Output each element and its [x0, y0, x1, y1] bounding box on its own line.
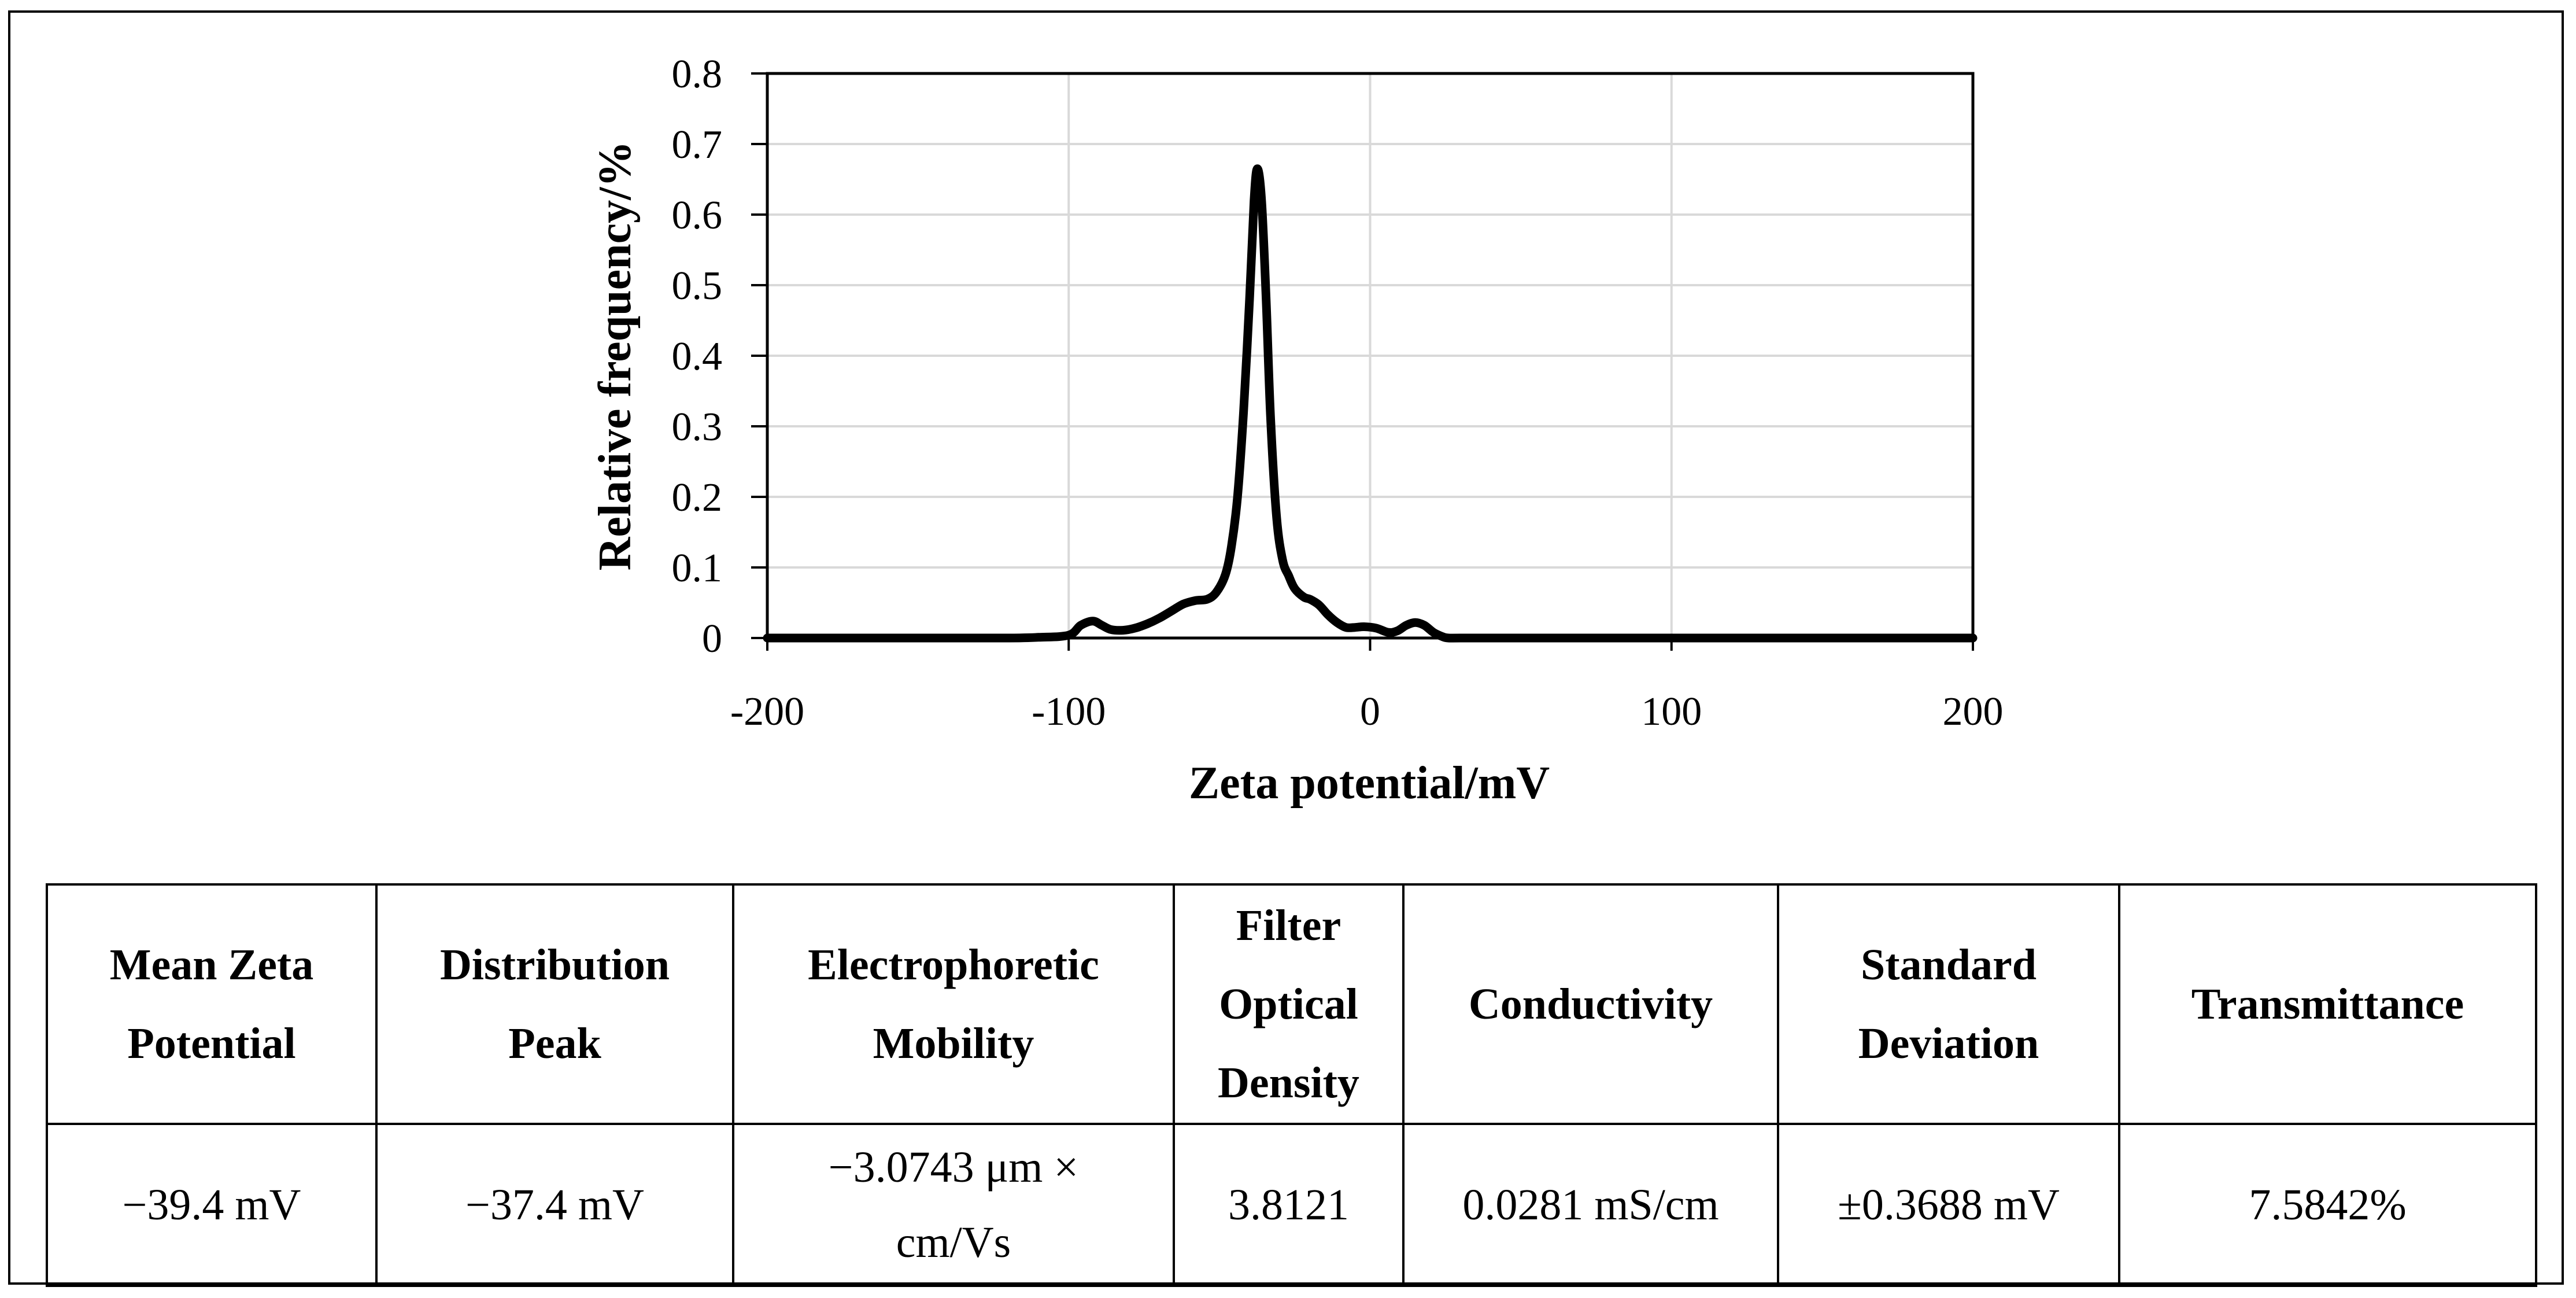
cell-text-line: Deviation [1858, 1019, 2039, 1068]
table-cell: −39.4 mV [46, 1123, 378, 1287]
table-cell: −3.0743 μm × cm/Vs [732, 1123, 1175, 1287]
x-tick-label: 0 [1360, 689, 1380, 734]
cell-text-line: 3.8121 [1228, 1181, 1349, 1229]
y-tick-label: 0.3 [672, 405, 723, 449]
table-cell: −37.4 mV [375, 1123, 734, 1287]
cell-text-line: −3.0743 μm × [828, 1143, 1079, 1192]
table-cell: 0.0281 mS/cm [1402, 1123, 1779, 1287]
measurement-table: Mean Zeta Potential Distribution Peak Electr… [46, 883, 2537, 1287]
y-axis-label: Relative frequency/% [590, 141, 641, 571]
cell-text-line: Standard [1860, 941, 2037, 989]
table-column-header: Standard Deviation [1777, 883, 2120, 1125]
table-column-header: Mean Zeta Potential [46, 883, 378, 1125]
y-tick-label: 0.7 [672, 123, 723, 167]
y-tick-label: 0.6 [672, 193, 723, 238]
table-cell: ±0.3688 mV [1777, 1123, 2120, 1287]
table-row: −39.4 mV −37.4 mV −3.0743 μm × cm/Vs 3.8121 0… [46, 1123, 2537, 1287]
cell-text-line: Mean Zeta [109, 941, 314, 989]
x-tick-label: -200 [730, 689, 804, 734]
y-tick-label: 0.1 [672, 546, 723, 591]
x-axis-ticks: -200 -100 0 100 200 [730, 638, 2004, 734]
cell-text-line: cm/Vs [896, 1218, 1011, 1267]
grid-lines [766, 72, 1974, 639]
zeta-potential-chart: 0 0.1 0.2 0.3 0.4 0.5 0.6 0.7 0.8 -200 -100 0 100 20… [590, 52, 2004, 809]
cell-text-line: Conductivity [1468, 980, 1713, 1028]
table-column-header: Conductivity [1402, 883, 1779, 1125]
series-layer [763, 164, 1978, 643]
cell-text-line: 7.5842% [2249, 1181, 2407, 1229]
x-tick-label: 100 [1641, 689, 1702, 734]
x-tick-label: 200 [1943, 689, 2004, 734]
table-header-row: Mean Zeta Potential Distribution Peak Electr… [46, 883, 2537, 1125]
y-tick-label: 0 [702, 617, 722, 661]
table-column-header: Transmittance [2118, 883, 2537, 1125]
cell-text-line: −39.4 mV [122, 1181, 301, 1229]
cell-text-line: −37.4 mV [465, 1181, 644, 1229]
cell-text-line: Peak [508, 1019, 601, 1068]
cell-text-line: 0.0281 mS/cm [1462, 1181, 1719, 1229]
cell-text-line: Electrophoretic [808, 941, 1099, 989]
y-axis-ticks: 0 0.1 0.2 0.3 0.4 0.5 0.6 0.7 0.8 [672, 52, 767, 661]
table-column-header: Electrophoretic Mobility [732, 883, 1175, 1125]
table-cell: 3.8121 [1173, 1123, 1405, 1287]
y-tick-label: 0.4 [672, 334, 723, 379]
cell-text-line: Transmittance [2191, 980, 2464, 1028]
y-tick-label: 0.2 [672, 475, 723, 520]
y-tick-label: 0.8 [672, 52, 723, 97]
x-axis-label: Zeta potential/mV [1189, 758, 1550, 809]
y-tick-label: 0.5 [672, 264, 723, 308]
cell-text-line: Distribution [440, 941, 670, 989]
table-cell: 7.5842% [2118, 1123, 2537, 1287]
x-tick-label: -100 [1032, 689, 1106, 734]
cell-text-line: Filter [1236, 901, 1341, 950]
table-column-header: Distribution Peak [375, 883, 734, 1125]
cell-text-line: Potential [127, 1019, 296, 1068]
cell-text-line: Mobility [873, 1019, 1034, 1068]
cell-text-line: Optical [1219, 980, 1358, 1028]
series-line [763, 164, 1978, 643]
table-column-header: Filter Optical Density [1173, 883, 1405, 1125]
cell-text-line: ±0.3688 mV [1838, 1181, 2060, 1229]
cell-text-line: Density [1218, 1059, 1359, 1107]
